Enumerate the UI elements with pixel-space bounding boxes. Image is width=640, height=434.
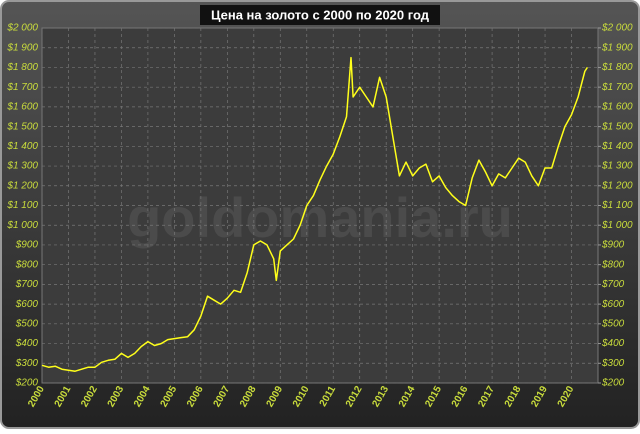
y2-tick-label: $1 300 (601, 161, 633, 172)
y2-tick-label: $1 400 (601, 141, 633, 152)
y2-tick-label: $1 800 (601, 62, 633, 73)
chart-title: Цена на золото с 2000 по 2020 год (211, 7, 430, 22)
y2-tick-label: $800 (601, 259, 625, 270)
y-tick-label: $1 800 (6, 62, 38, 73)
y2-tick-label: $2 000 (601, 23, 633, 34)
y-tick-label: $1 900 (6, 42, 38, 53)
y2-tick-label: $1 900 (601, 42, 633, 53)
y-tick-label: $200 (15, 378, 39, 389)
y2-tick-label: $600 (601, 299, 625, 310)
price-line (41, 56, 589, 372)
y-tick-label: $400 (15, 338, 39, 349)
y-tick-label: $1 300 (6, 161, 38, 172)
y2-tick-label: $1 600 (601, 102, 633, 113)
y2-tick-label: $400 (601, 338, 625, 349)
y-tick-label: $500 (15, 318, 39, 329)
y-tick-label: $900 (15, 240, 39, 251)
y2-tick-label: $1 700 (601, 82, 633, 93)
y-tick-label: $1 700 (6, 82, 38, 93)
y-tick-label: $2 000 (6, 23, 38, 34)
y2-tick-label: $500 (601, 318, 625, 329)
title-box (200, 5, 440, 25)
watermark: goldomania.ru (127, 186, 513, 249)
y-tick-label: $1 600 (6, 102, 38, 113)
y-tick-label: $800 (15, 259, 39, 270)
y-tick-label: $300 (15, 358, 39, 369)
y2-tick-label: $1 000 (601, 220, 633, 231)
y-tick-label: $1 100 (6, 200, 38, 211)
y2-tick-label: $1 100 (601, 200, 633, 211)
y-tick-label: $700 (15, 279, 39, 290)
y-tick-label: $600 (15, 299, 39, 310)
y2-tick-label: $900 (601, 240, 625, 251)
y-tick-label: $1 400 (6, 141, 38, 152)
y-tick-label: $1 000 (6, 220, 38, 231)
y2-tick-label: $300 (601, 358, 625, 369)
y2-tick-label: $200 (601, 378, 625, 389)
y2-tick-label: $1 500 (601, 121, 633, 132)
y-tick-label: $1 200 (6, 180, 38, 191)
y-tick-label: $1 500 (6, 121, 38, 132)
y2-tick-label: $700 (601, 279, 625, 290)
y2-tick-label: $1 200 (601, 180, 633, 191)
